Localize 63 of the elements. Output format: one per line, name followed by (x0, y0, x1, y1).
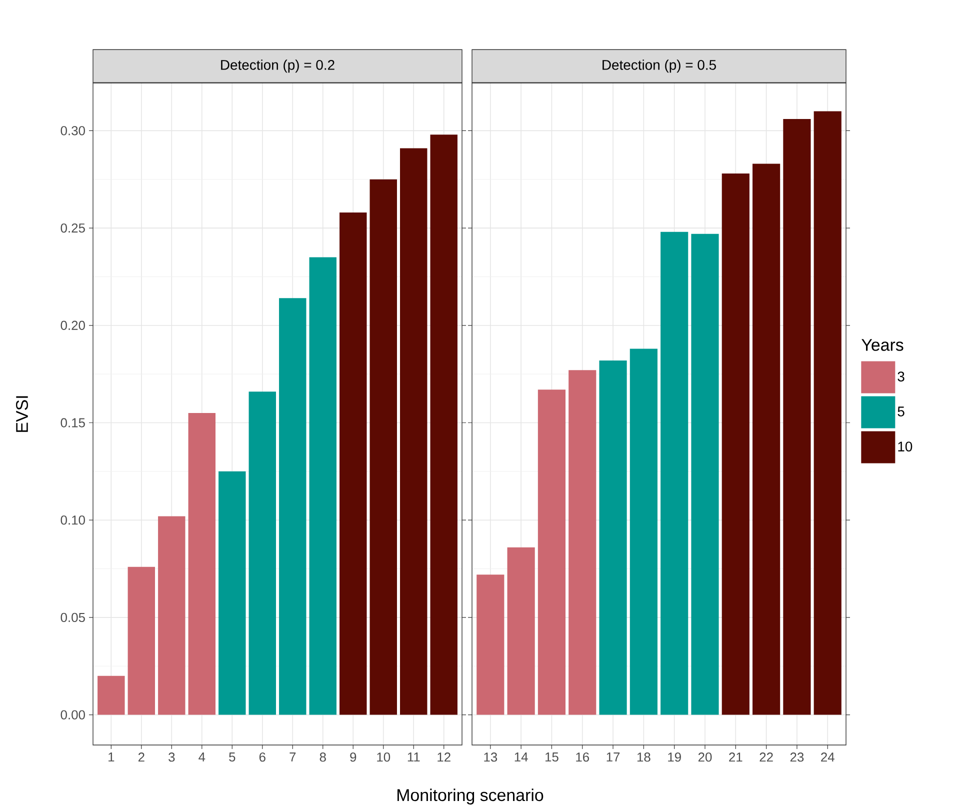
x-tick-label: 7 (290, 752, 296, 762)
x-tick-label: 13 (484, 752, 498, 762)
x-tick-label: 21 (729, 752, 742, 762)
y-tick-label: 0.20 (60, 320, 85, 330)
x-tick-label: 5 (229, 752, 236, 762)
x-tick-label: 14 (514, 752, 528, 762)
bar (309, 257, 336, 715)
bar (370, 179, 397, 715)
legend-title: Years (862, 339, 904, 351)
x-tick-label: 22 (760, 752, 773, 762)
legend-label: 10 (898, 442, 912, 452)
bar (476, 574, 504, 715)
bar (507, 547, 535, 715)
bar (568, 370, 596, 715)
bar (340, 212, 367, 715)
x-tick-label: 18 (637, 752, 650, 762)
bar (538, 390, 566, 715)
bar (722, 174, 750, 715)
x-tick-label: 8 (320, 752, 326, 762)
legend-label: 3 (898, 372, 904, 382)
y-axis-title: EVSI (16, 396, 28, 432)
bar (660, 232, 688, 715)
chart-title: Detection (p) = 0.2 (221, 60, 334, 73)
bar (814, 111, 842, 715)
y-tick-label: 0.00 (60, 710, 85, 720)
bar (783, 119, 811, 715)
bar (430, 134, 458, 715)
bar (98, 676, 125, 715)
bar (218, 471, 246, 715)
x-tick-label: 9 (350, 752, 356, 762)
legend-label: 5 (898, 406, 904, 416)
chart-title: Detection (p) = 0.5 (602, 60, 716, 73)
x-tick-label: 2 (138, 752, 144, 762)
bar (128, 566, 156, 715)
y-tick-label: 0.10 (60, 516, 85, 525)
x-tick-label: 10 (377, 752, 390, 762)
x-tick-label: 3 (168, 752, 175, 762)
x-tick-label: 12 (438, 752, 450, 762)
bar (158, 516, 186, 715)
x-tick-label: 6 (259, 752, 266, 762)
bar (630, 348, 658, 715)
x-tick-label: 24 (821, 752, 834, 762)
y-tick-label: 0.05 (60, 612, 85, 622)
x-tick-label: 1 (108, 752, 114, 762)
bar (400, 148, 428, 715)
bar (752, 164, 780, 715)
y-tick-label: 0.30 (60, 126, 85, 136)
bar (599, 360, 627, 715)
x-tick-label: 4 (198, 752, 206, 762)
x-tick-label: 23 (790, 752, 804, 762)
x-axis-title: Monitoring scenario (397, 788, 544, 804)
bar (248, 392, 276, 715)
bar (188, 413, 216, 715)
x-tick-label: 19 (668, 752, 681, 762)
x-tick-label: 16 (576, 752, 590, 762)
x-tick-label: 15 (546, 752, 558, 762)
x-tick-label: 17 (606, 752, 620, 762)
y-tick-label: 0.25 (60, 223, 85, 233)
bar (691, 234, 719, 715)
bar (279, 298, 306, 715)
x-tick-label: 11 (408, 752, 420, 762)
x-tick-label: 20 (698, 752, 712, 762)
y-tick-label: 0.15 (60, 418, 85, 428)
